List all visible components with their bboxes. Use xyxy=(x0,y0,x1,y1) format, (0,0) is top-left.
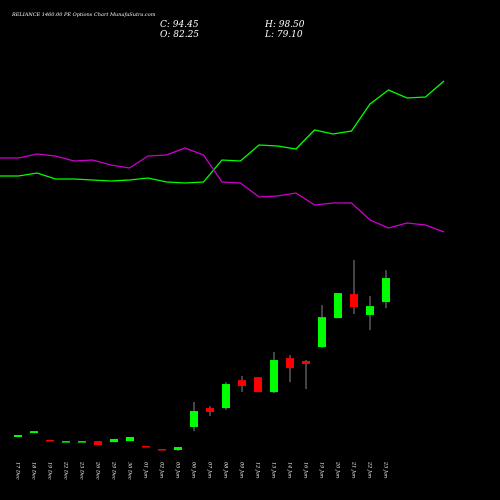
open-text: O: 82.25 xyxy=(160,30,199,40)
candle-body xyxy=(110,438,118,443)
x-tick-label: 07 Jan xyxy=(207,462,213,478)
x-tick-label: 30 Dec xyxy=(127,462,133,480)
x-tick-label: 05 Jan xyxy=(175,462,181,478)
x-tick-label: 12 Jan xyxy=(255,462,261,478)
x-tick-label: 08 Jan xyxy=(223,462,229,478)
x-tick-label: 16 Jan xyxy=(303,462,309,478)
candle-body xyxy=(302,361,310,364)
x-tick-label: 21 Jan xyxy=(351,461,357,478)
candle-body xyxy=(190,411,198,427)
indicator-line xyxy=(0,80,445,184)
x-tick-label: 26 Dec xyxy=(95,461,101,480)
candle-body xyxy=(254,377,262,393)
candle-body xyxy=(62,441,70,443)
candle-body xyxy=(94,441,102,446)
x-tick-label: 19 Jan xyxy=(319,462,325,478)
candle-body xyxy=(142,446,150,448)
candle-body xyxy=(126,437,134,442)
x-tick-label: 14 Jan xyxy=(287,462,293,478)
chart-title: RELIANCE 1460.00 PE Options Chart Munafa… xyxy=(11,12,156,18)
candle-body xyxy=(78,441,86,443)
candle-body xyxy=(14,435,22,438)
x-tick-label: 13 Jan xyxy=(271,462,277,478)
x-tick-label: 01 Jan xyxy=(143,462,149,478)
candle-body xyxy=(158,449,166,451)
x-tick-label: 09 Jan xyxy=(239,462,245,478)
low-text: L: 79.10 xyxy=(264,30,303,40)
x-tick-label: 20 Jan xyxy=(335,461,341,478)
close-text: C: 94.45 xyxy=(160,20,199,30)
candle-body xyxy=(270,360,278,393)
candle-body xyxy=(350,294,358,308)
x-tick-label: 02 Jan xyxy=(159,462,165,478)
candle-body xyxy=(206,408,214,413)
candle-body xyxy=(366,306,374,315)
x-tick-label: 29 Dec xyxy=(111,461,117,480)
candle-body xyxy=(46,440,54,442)
x-tick-label: 18 Dec xyxy=(31,462,37,480)
x-tick-label: 22 Dec xyxy=(63,461,69,480)
x-tick-label: 06 Jan xyxy=(191,462,197,478)
candle-body xyxy=(174,447,182,450)
x-tick-label: 23 Jan xyxy=(383,461,389,478)
candle-body xyxy=(238,380,246,387)
candle-body xyxy=(382,278,390,303)
candle-body xyxy=(334,293,342,319)
x-tick-label: 22 Jan xyxy=(367,461,373,478)
indicator-line xyxy=(0,147,445,233)
x-tick-label: 19 Dec xyxy=(47,462,53,480)
high-text: H: 98.50 xyxy=(264,20,305,30)
candle-body xyxy=(222,384,230,409)
x-tick-label: 23 Dec xyxy=(79,461,85,480)
candle-body xyxy=(30,431,38,434)
x-tick-label: 17 Dec xyxy=(15,462,21,480)
candle-body xyxy=(286,358,294,369)
candle-body xyxy=(318,317,326,348)
